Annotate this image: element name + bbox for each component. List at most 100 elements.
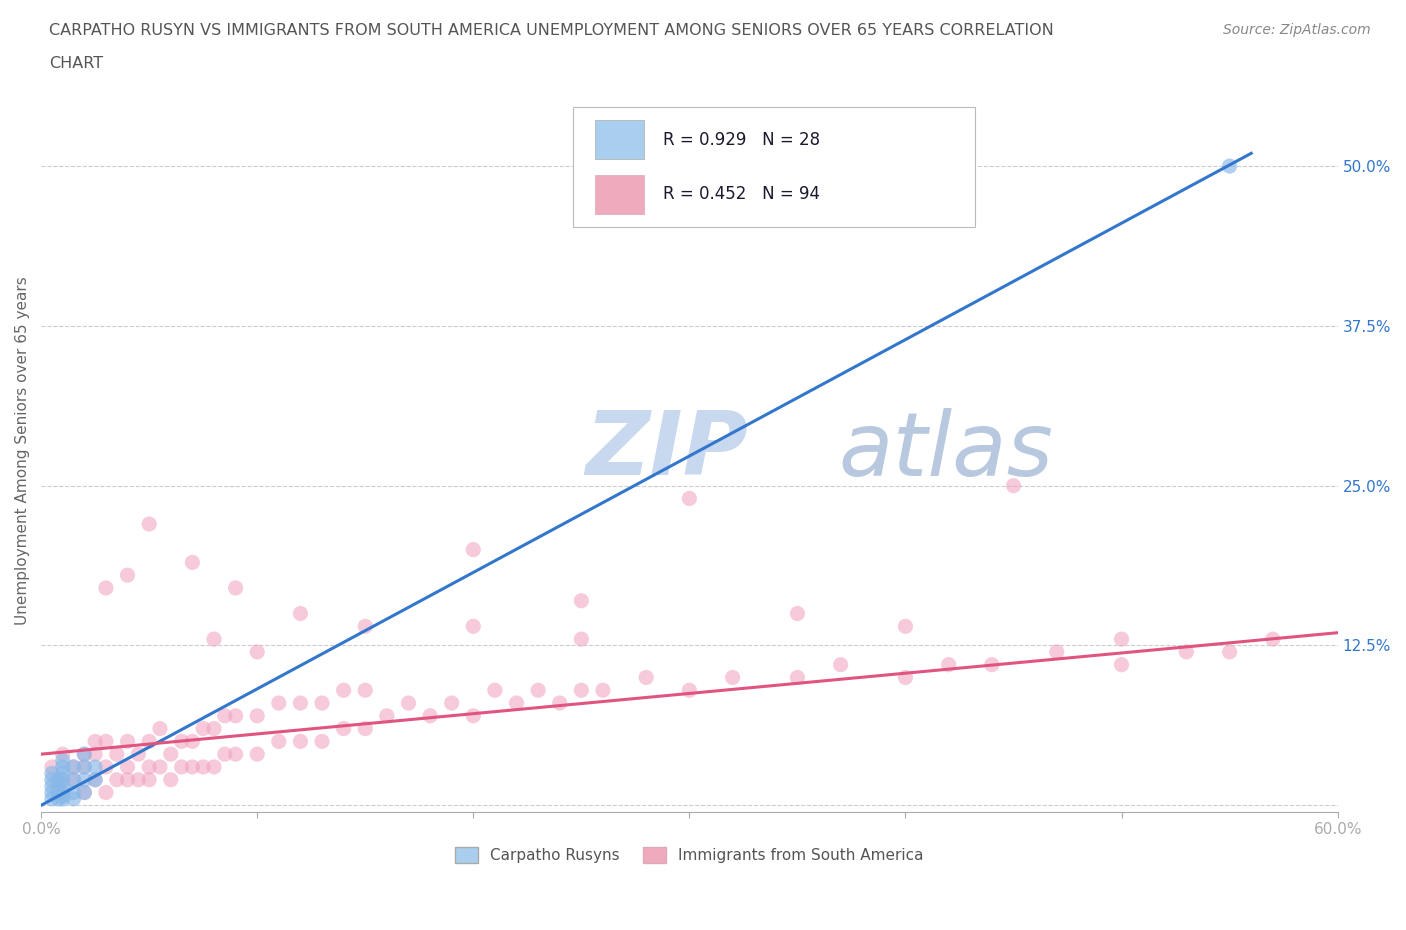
Point — [52, 766, 75, 781]
Point — [505, 696, 527, 711]
Point — [117, 772, 139, 787]
Point — [117, 760, 139, 775]
Point — [73, 772, 96, 787]
Point — [419, 709, 441, 724]
Point — [332, 683, 354, 698]
Point — [398, 696, 420, 711]
Point — [149, 721, 172, 736]
Point — [52, 753, 75, 768]
Text: atlas: atlas — [838, 407, 1053, 494]
Point — [41, 791, 63, 806]
Point — [786, 606, 808, 621]
Point — [84, 772, 107, 787]
Point — [569, 631, 592, 646]
Point — [527, 683, 550, 698]
Y-axis label: Unemployment Among Seniors over 65 years: Unemployment Among Seniors over 65 years — [15, 276, 30, 625]
Point — [52, 747, 75, 762]
Point — [980, 658, 1002, 672]
Point — [48, 785, 70, 800]
Point — [830, 658, 852, 672]
Point — [267, 734, 290, 749]
Point — [159, 772, 181, 787]
Point — [62, 785, 84, 800]
Point — [52, 772, 75, 787]
Point — [290, 734, 312, 749]
Point — [84, 747, 107, 762]
Point — [311, 734, 333, 749]
Point — [117, 734, 139, 749]
Point — [290, 696, 312, 711]
Point — [181, 555, 204, 570]
Point — [225, 709, 247, 724]
Point — [48, 791, 70, 806]
Point — [48, 772, 70, 787]
Point — [138, 772, 160, 787]
Point — [569, 593, 592, 608]
Point — [73, 760, 96, 775]
Point — [52, 778, 75, 793]
Point — [170, 734, 193, 749]
Point — [52, 791, 75, 806]
Point — [440, 696, 463, 711]
Point — [159, 747, 181, 762]
Point — [1219, 644, 1241, 659]
Point — [117, 567, 139, 582]
Point — [41, 760, 63, 775]
Point — [225, 747, 247, 762]
Point — [592, 683, 614, 698]
Point — [332, 721, 354, 736]
Point — [62, 772, 84, 787]
Point — [636, 670, 658, 684]
Point — [354, 721, 377, 736]
Point — [105, 747, 128, 762]
Point — [41, 766, 63, 781]
Point — [181, 734, 204, 749]
Point — [484, 683, 506, 698]
Point — [41, 772, 63, 787]
Point — [569, 683, 592, 698]
Point — [548, 696, 571, 711]
Point — [1046, 644, 1069, 659]
Text: Source: ZipAtlas.com: Source: ZipAtlas.com — [1223, 23, 1371, 37]
Point — [894, 618, 917, 633]
Point — [290, 606, 312, 621]
Point — [1261, 631, 1284, 646]
Point — [181, 760, 204, 775]
Point — [246, 747, 269, 762]
Point — [84, 734, 107, 749]
Point — [193, 760, 215, 775]
Point — [463, 542, 485, 557]
Point — [52, 760, 75, 775]
Point — [62, 772, 84, 787]
Point — [41, 778, 63, 793]
Point — [52, 772, 75, 787]
Point — [202, 721, 225, 736]
Point — [73, 785, 96, 800]
Point — [94, 580, 117, 595]
Point — [678, 683, 700, 698]
Point — [1111, 658, 1133, 672]
Point — [73, 785, 96, 800]
Point — [202, 631, 225, 646]
Point — [267, 696, 290, 711]
Point — [1002, 478, 1025, 493]
Point — [311, 696, 333, 711]
Point — [52, 789, 75, 804]
Point — [246, 644, 269, 659]
Point — [721, 670, 744, 684]
Point — [48, 778, 70, 793]
Point — [149, 760, 172, 775]
Bar — [595, 120, 644, 159]
Point — [246, 709, 269, 724]
Point — [193, 721, 215, 736]
Bar — [595, 175, 644, 214]
Point — [94, 760, 117, 775]
Point — [463, 709, 485, 724]
Point — [84, 760, 107, 775]
Point — [938, 658, 960, 672]
Point — [73, 760, 96, 775]
Point — [1111, 631, 1133, 646]
Point — [138, 516, 160, 531]
Point — [62, 760, 84, 775]
Text: R = 0.452   N = 94: R = 0.452 N = 94 — [664, 185, 821, 204]
